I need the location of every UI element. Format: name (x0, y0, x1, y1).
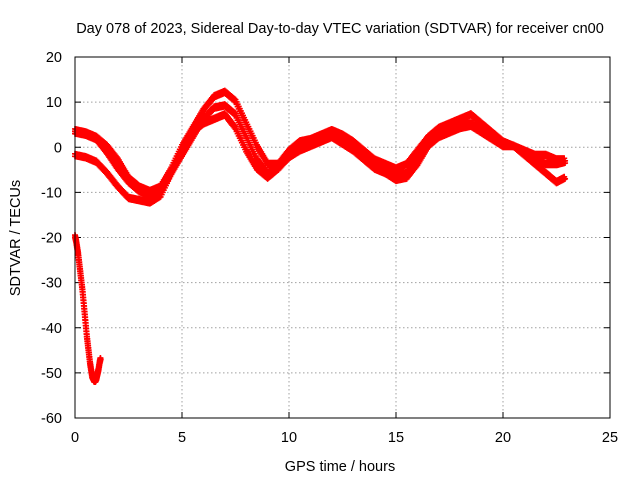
x-tick-label: 10 (281, 430, 297, 446)
y-tick-label: 20 (46, 50, 62, 66)
data-points (72, 87, 569, 385)
x-axis-label: GPS time / hours (285, 459, 395, 475)
data-point-band-upper (231, 95, 238, 102)
x-tick-label: 25 (602, 430, 618, 446)
grid (75, 57, 610, 418)
data-point-band-middle (562, 160, 569, 167)
axis-ticks: -60 -50 -40 -30 -20 -10 0 10 20 0 5 10 15 20 25 (41, 50, 618, 446)
data-point-descent (97, 356, 104, 363)
y-tick-label: 0 (54, 140, 62, 156)
y-tick-label: -60 (41, 411, 62, 427)
plot-frame (74, 56, 611, 419)
y-tick-label: 10 (46, 95, 62, 111)
y-tick-label: -30 (41, 276, 62, 292)
x-tick-label: 15 (388, 430, 404, 446)
x-tick-label: 0 (71, 430, 79, 446)
data-point-band-lower (562, 175, 569, 182)
y-axis-label: SDTVAR / TECUs (8, 180, 24, 296)
x-tick-label: 5 (178, 430, 186, 446)
y-tick-label: -40 (41, 321, 62, 337)
y-tick-label: -50 (41, 366, 62, 382)
y-tick-label: -20 (41, 231, 62, 247)
x-tick-label: 20 (495, 430, 511, 446)
y-tick-label: -10 (41, 185, 62, 201)
chart-title: Day 078 of 2023, Sidereal Day-to-day VTE… (76, 21, 604, 37)
data-point-band-middle (231, 109, 238, 116)
